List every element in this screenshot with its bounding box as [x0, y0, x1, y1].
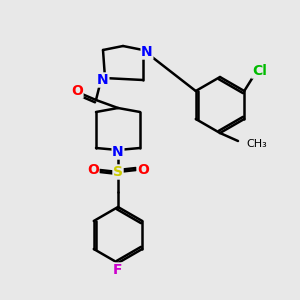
- Text: O: O: [87, 163, 99, 177]
- Text: N: N: [112, 145, 124, 159]
- Text: O: O: [71, 84, 83, 98]
- Text: N: N: [97, 73, 109, 87]
- Text: CH₃: CH₃: [246, 139, 267, 149]
- Text: N: N: [141, 45, 153, 59]
- Text: F: F: [112, 263, 122, 277]
- Text: Cl: Cl: [252, 64, 267, 78]
- Text: O: O: [137, 163, 149, 177]
- Text: S: S: [113, 165, 123, 179]
